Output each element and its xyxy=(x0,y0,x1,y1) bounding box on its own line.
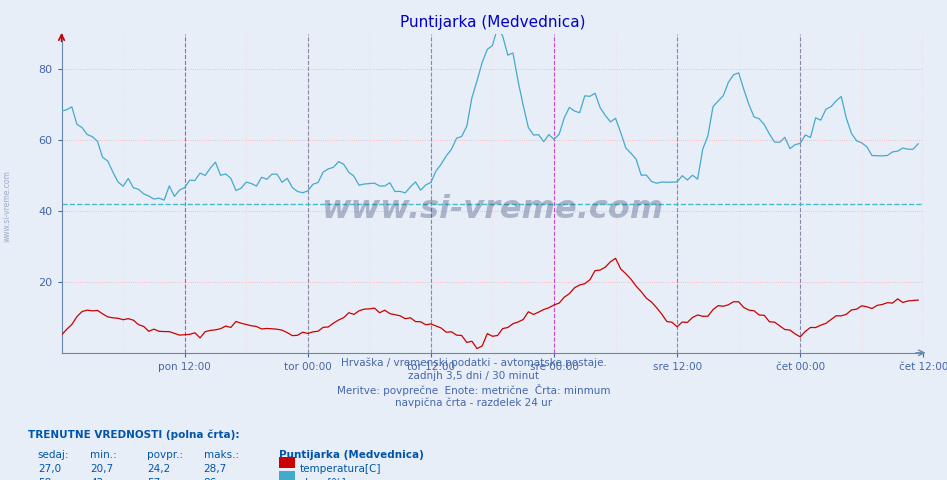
Text: 42: 42 xyxy=(90,478,103,480)
Text: 86: 86 xyxy=(204,478,217,480)
Text: TRENUTNE VREDNOSTI (polna črta):: TRENUTNE VREDNOSTI (polna črta): xyxy=(28,430,240,440)
Text: 20,7: 20,7 xyxy=(90,464,113,474)
Text: min.:: min.: xyxy=(90,450,116,460)
Text: 57: 57 xyxy=(147,478,160,480)
Text: Hrvaška / vremenski podatki - avtomatske postaje.: Hrvaška / vremenski podatki - avtomatske… xyxy=(341,358,606,368)
Text: vlaga[%]: vlaga[%] xyxy=(299,478,346,480)
Text: 58: 58 xyxy=(38,478,51,480)
Text: sedaj:: sedaj: xyxy=(38,450,69,460)
Text: navpična črta - razdelek 24 ur: navpična črta - razdelek 24 ur xyxy=(395,398,552,408)
Title: Puntijarka (Medvednica): Puntijarka (Medvednica) xyxy=(400,15,585,30)
Text: 24,2: 24,2 xyxy=(147,464,170,474)
Text: www.si-vreme.com: www.si-vreme.com xyxy=(321,193,664,225)
Text: povpr.:: povpr.: xyxy=(147,450,183,460)
Text: www.si-vreme.com: www.si-vreme.com xyxy=(3,170,12,242)
Text: Meritve: povprečne  Enote: metrične  Črta: minmum: Meritve: povprečne Enote: metrične Črta:… xyxy=(337,384,610,396)
Text: zadnjh 3,5 dni / 30 minut: zadnjh 3,5 dni / 30 minut xyxy=(408,371,539,381)
Text: temperatura[C]: temperatura[C] xyxy=(299,464,381,474)
Text: maks.:: maks.: xyxy=(204,450,239,460)
Text: Puntijarka (Medvednica): Puntijarka (Medvednica) xyxy=(279,450,424,460)
Text: 28,7: 28,7 xyxy=(204,464,227,474)
Text: 27,0: 27,0 xyxy=(38,464,61,474)
